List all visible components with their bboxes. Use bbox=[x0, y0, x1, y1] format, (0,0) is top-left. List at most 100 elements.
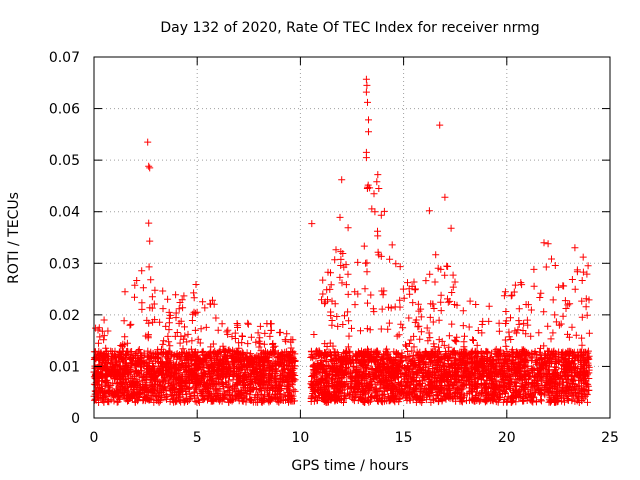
data-point bbox=[372, 384, 380, 392]
data-point bbox=[214, 326, 222, 334]
data-point bbox=[578, 313, 586, 321]
data-point bbox=[508, 346, 516, 354]
data-point bbox=[264, 358, 272, 366]
data-point bbox=[104, 397, 112, 405]
data-point bbox=[491, 347, 499, 355]
data-point bbox=[520, 319, 528, 327]
data-point bbox=[258, 355, 266, 363]
data-point bbox=[397, 382, 405, 389]
data-point bbox=[287, 338, 295, 346]
data-point bbox=[582, 303, 590, 311]
data-point bbox=[342, 261, 350, 269]
data-point bbox=[145, 358, 153, 366]
data-point bbox=[363, 259, 371, 267]
data-point bbox=[346, 385, 354, 393]
data-point bbox=[98, 365, 106, 372]
data-point bbox=[202, 370, 210, 378]
data-point bbox=[321, 300, 329, 308]
data-point bbox=[206, 353, 214, 361]
data-point bbox=[522, 351, 529, 359]
data-point bbox=[561, 297, 569, 305]
data-point bbox=[128, 359, 136, 367]
data-point bbox=[443, 392, 451, 400]
data-point bbox=[385, 319, 393, 327]
data-point bbox=[165, 338, 173, 346]
data-point bbox=[422, 364, 430, 372]
data-point bbox=[211, 347, 219, 355]
data-point bbox=[549, 329, 557, 337]
data-point bbox=[291, 397, 298, 405]
data-point bbox=[133, 277, 141, 284]
data-point bbox=[512, 398, 520, 406]
data-point bbox=[126, 348, 134, 356]
data-point bbox=[317, 351, 325, 359]
data-point bbox=[215, 360, 223, 368]
data-point bbox=[561, 369, 569, 377]
data-point bbox=[337, 248, 345, 256]
data-point bbox=[396, 296, 404, 304]
data-point bbox=[393, 387, 401, 395]
data-point bbox=[166, 398, 174, 406]
data-point bbox=[573, 392, 581, 400]
data-point bbox=[501, 336, 509, 344]
data-point bbox=[267, 382, 275, 390]
data-point bbox=[426, 389, 434, 397]
data-point bbox=[185, 375, 193, 383]
data-point bbox=[356, 351, 364, 359]
data-point bbox=[527, 383, 535, 391]
data-point bbox=[335, 387, 343, 395]
data-point bbox=[350, 362, 358, 370]
data-point bbox=[143, 372, 151, 380]
data-point bbox=[351, 288, 359, 296]
data-point bbox=[115, 378, 123, 386]
data-point bbox=[180, 383, 188, 390]
data-point bbox=[97, 350, 105, 358]
data-point bbox=[541, 391, 549, 399]
data-point bbox=[244, 319, 252, 327]
data-point bbox=[430, 343, 438, 351]
data-point bbox=[424, 337, 432, 345]
data-point bbox=[568, 323, 576, 331]
data-point bbox=[381, 387, 389, 395]
data-point bbox=[515, 305, 523, 313]
data-point bbox=[423, 373, 431, 381]
data-point bbox=[231, 351, 239, 359]
data-point bbox=[445, 355, 453, 363]
data-point bbox=[154, 348, 162, 356]
data-point bbox=[307, 398, 315, 405]
data-point bbox=[452, 350, 459, 358]
data-point bbox=[267, 320, 275, 328]
data-point bbox=[555, 321, 563, 329]
data-point bbox=[497, 377, 505, 385]
data-point bbox=[308, 378, 315, 386]
data-point bbox=[286, 367, 294, 374]
data-point bbox=[159, 340, 167, 348]
data-point bbox=[406, 340, 413, 347]
data-point bbox=[441, 363, 449, 371]
data-point bbox=[486, 353, 494, 361]
data-point bbox=[478, 382, 486, 390]
data-point bbox=[321, 340, 329, 348]
data-point bbox=[448, 394, 456, 402]
data-point bbox=[455, 376, 463, 384]
data-point bbox=[190, 289, 198, 297]
data-point bbox=[472, 348, 480, 356]
data-point bbox=[542, 263, 550, 271]
data-point bbox=[260, 340, 268, 348]
data-point bbox=[204, 394, 212, 402]
data-point bbox=[121, 288, 129, 296]
data-point bbox=[183, 338, 191, 346]
data-point bbox=[192, 379, 200, 387]
data-point bbox=[122, 384, 130, 392]
data-point bbox=[179, 304, 187, 312]
data-point bbox=[274, 349, 282, 357]
data-point bbox=[144, 353, 152, 361]
data-point bbox=[396, 263, 404, 271]
data-point bbox=[340, 349, 348, 357]
data-point bbox=[525, 391, 533, 398]
data-point bbox=[479, 387, 487, 395]
data-point bbox=[481, 396, 489, 404]
data-point bbox=[255, 343, 263, 351]
data-point bbox=[163, 395, 170, 403]
